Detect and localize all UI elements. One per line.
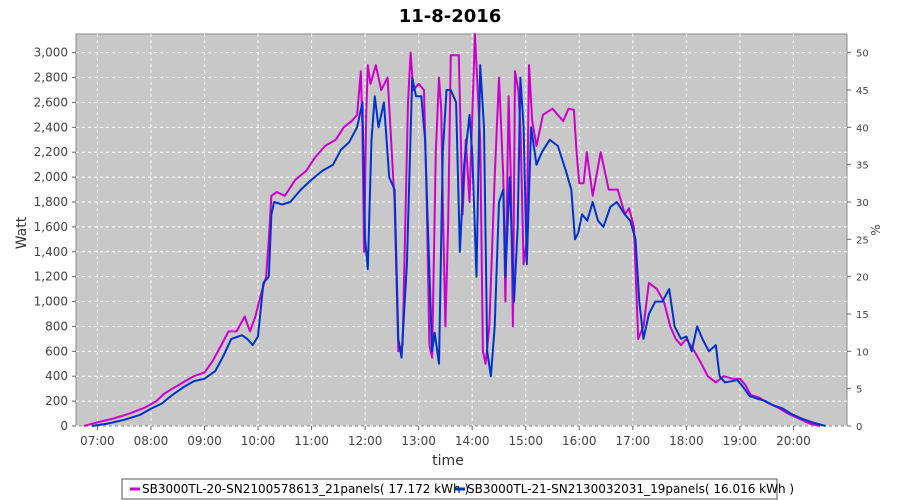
y-tick-label: 800 [45,319,68,333]
legend: SB3000TL-20-SN2100578613_21panels( 17.17… [121,478,794,500]
x-tick-label: 13:00 [401,434,436,448]
x-tick-label: 16:00 [562,434,597,448]
y-tick-label: 2,000 [34,170,68,184]
series-line-1 [83,33,821,427]
legend-label-1: SB3000TL-20-SN2100578613_21panels( 17.17… [142,482,469,496]
y2-tick-label: 45 [856,86,869,97]
series-line-2 [91,64,826,427]
y-tick-label: 1,400 [34,245,68,259]
y2-tick-label: 20 [856,273,869,284]
y-tick-label: 1,600 [34,220,68,234]
x-tick-label: 09:00 [187,434,222,448]
x-tick-label: 14:00 [455,434,490,448]
x-tick-label: 17:00 [616,434,651,448]
y-tick-label: 2,600 [34,95,68,109]
y2-tick-label: 35 [856,161,869,172]
y-tick-label: 1,800 [34,195,68,209]
x-tick-label: 12:00 [348,434,383,448]
x-tick-label: 15:00 [508,434,543,448]
y2-tick-label: 5 [856,385,862,396]
y2-tick-label: 10 [856,347,869,358]
legend-label-2: SB3000TL-21-SN2130032031_19panels( 16.01… [467,482,794,496]
x-tick-label: 10:00 [241,434,276,448]
x-tick-label: 08:00 [134,434,169,448]
y-tick-label: 1,200 [34,270,68,284]
y2-tick-label: 30 [856,198,869,209]
chart-title: 11-8-2016 [399,6,502,27]
x-axis-label: time [432,453,464,469]
x-tick-label: 20:00 [776,434,811,448]
y-tick-label: 1,000 [34,295,68,309]
x-tick-label: 07:00 [80,434,115,448]
y-tick-label: 2,800 [34,71,68,85]
y-tick-label: 400 [45,369,68,383]
plot-area: 02004006008001,0001,2001,4001,6001,8002,… [34,33,869,448]
y-tick-label: 600 [45,344,68,358]
y2-tick-label: 0 [856,422,862,433]
y-tick-label: 0 [60,419,68,433]
y2-axis-label: % [869,224,883,235]
y2-tick-label: 25 [856,235,869,246]
y-axis-label: Watt [14,216,30,249]
x-tick-label: 11:00 [294,434,329,448]
y2-tick-label: 15 [856,310,869,321]
x-tick-label: 18:00 [669,434,704,448]
y-tick-label: 2,400 [34,120,68,134]
y-tick-label: 200 [45,394,68,408]
y-tick-label: 2,200 [34,145,68,159]
y2-tick-label: 50 [856,49,869,60]
y-tick-label: 3,000 [34,46,68,60]
legend-box [121,478,778,500]
x-tick-label: 19:00 [723,434,758,448]
y2-tick-label: 40 [856,123,869,134]
